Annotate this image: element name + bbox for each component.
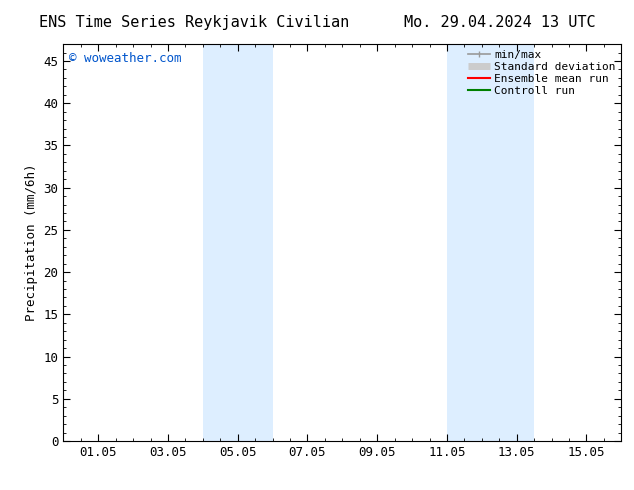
Legend: min/max, Standard deviation, Ensemble mean run, Controll run: min/max, Standard deviation, Ensemble me… [468, 49, 616, 97]
Bar [447, 44, 534, 441]
Y-axis label: Precipitation (mm/6h): Precipitation (mm/6h) [25, 164, 38, 321]
Bar [203, 44, 273, 441]
Text: © woweather.com: © woweather.com [69, 52, 181, 65]
Text: ENS Time Series Reykjavik Civilian      Mo. 29.04.2024 13 UTC: ENS Time Series Reykjavik Civilian Mo. 2… [39, 15, 595, 30]
